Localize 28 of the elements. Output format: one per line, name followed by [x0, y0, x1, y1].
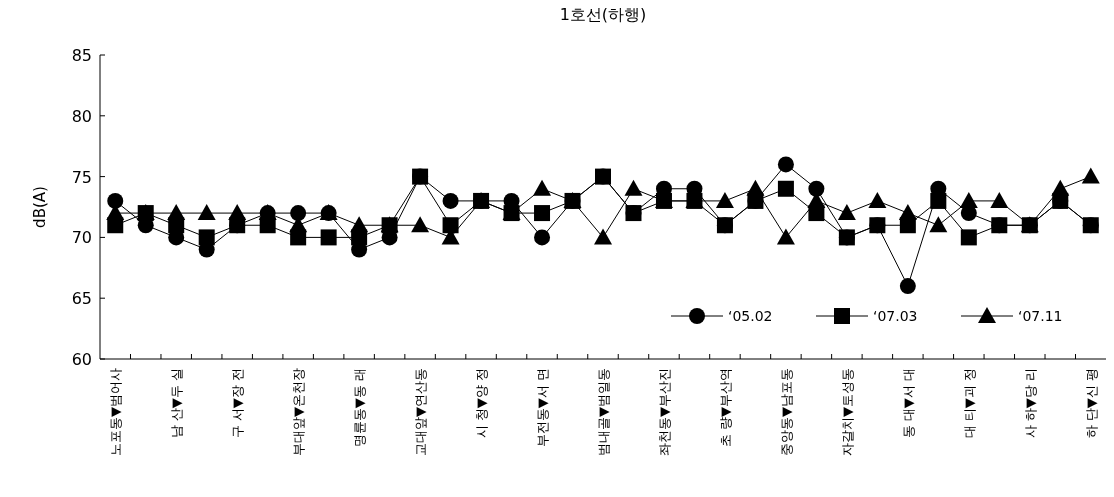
x-tick-label: 부전동▼서 면: [535, 368, 551, 448]
x-tick-label: 초 량▼부산역: [717, 368, 733, 448]
x-tick-label: 명륜동▼동 래: [352, 368, 368, 448]
y-tick-label: 75: [71, 167, 92, 187]
x-tick-label: 노포동▼범어사: [108, 368, 124, 456]
x-tick-label: 하 단▼신 평: [1083, 368, 1099, 439]
x-tick-label: 교대앞▼연산동: [413, 368, 429, 456]
x-tick-label: 사 하▼당 리: [1022, 368, 1038, 439]
x-tick-label: 남 산▼두 실: [169, 368, 185, 439]
legend-label: ‘07.11: [1018, 308, 1063, 324]
x-tick-label: 좌천동▼부산진: [656, 368, 672, 456]
x-tick-label: 부대앞▼온천장: [291, 368, 307, 456]
x-tick-label: 자갈치▼토성동: [839, 368, 855, 456]
x-tick-label: 대 티▼괴 정: [961, 368, 977, 439]
legend-label: ‘05.02: [728, 308, 773, 324]
y-tick-label: 85: [71, 46, 92, 65]
x-tick-label: 중앙동▼남포동: [778, 368, 794, 456]
y-tick-label: 60: [71, 350, 92, 369]
x-tick-label: 시 청▼양 정: [474, 368, 490, 439]
x-tick-label: 범내골▼범일동: [596, 368, 611, 456]
y-tick-label: 80: [71, 106, 92, 126]
x-tick-label: 구 서▼장 전: [230, 368, 246, 439]
chart-title: 1호선(하행): [559, 5, 647, 24]
legend-label: ‘07.03: [873, 308, 918, 324]
y-axis-title: dB(A): [31, 186, 49, 228]
y-tick-label: 65: [71, 289, 92, 309]
y-tick-label: 70: [71, 228, 92, 248]
x-tick-label: 동 대▼서 대: [900, 368, 916, 439]
